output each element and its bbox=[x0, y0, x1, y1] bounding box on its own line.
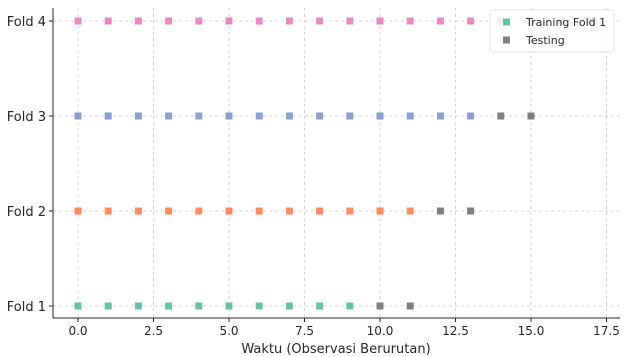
x-tick-label: 5.0 bbox=[219, 324, 238, 338]
training-point bbox=[406, 112, 414, 120]
training-point bbox=[74, 207, 82, 215]
training-point bbox=[406, 17, 414, 25]
training-point bbox=[225, 112, 233, 120]
training-point bbox=[134, 17, 142, 25]
training-point bbox=[104, 302, 112, 310]
training-point bbox=[104, 17, 112, 25]
training-point bbox=[165, 17, 173, 25]
training-point bbox=[195, 207, 203, 215]
y-tick-label: Fold 2 bbox=[7, 205, 46, 220]
legend-marker bbox=[503, 18, 510, 26]
y-tick-label: Fold 4 bbox=[7, 15, 46, 30]
training-point bbox=[165, 207, 173, 215]
training-point bbox=[195, 17, 203, 25]
training-point bbox=[285, 207, 293, 215]
training-point bbox=[316, 17, 324, 25]
training-point bbox=[165, 112, 173, 120]
training-point bbox=[285, 17, 293, 25]
legend-label: Training Fold 1 bbox=[525, 16, 606, 29]
x-tick-label: 17.5 bbox=[593, 324, 620, 338]
y-tick-label: Fold 3 bbox=[7, 110, 46, 125]
training-point bbox=[134, 112, 142, 120]
grid-layer bbox=[53, 8, 620, 318]
testing-point bbox=[497, 112, 505, 120]
training-point bbox=[104, 207, 112, 215]
training-point bbox=[316, 207, 324, 215]
training-point bbox=[436, 112, 444, 120]
training-point bbox=[376, 207, 384, 215]
x-tick-label: 7.5 bbox=[295, 324, 314, 338]
training-point bbox=[74, 17, 82, 25]
training-point bbox=[346, 302, 354, 310]
x-tick-label: 0.0 bbox=[68, 324, 87, 338]
legend-marker bbox=[503, 36, 510, 44]
training-point bbox=[195, 112, 203, 120]
axes-layer bbox=[52, 8, 620, 319]
ticks-layer: 0.0 2.5 5.0 7.5 10.0 12.5 15.0 17.5 Fold 1 Fold 2… bbox=[7, 15, 620, 338]
points-layer bbox=[74, 17, 595, 310]
training-point bbox=[467, 112, 475, 120]
training-point bbox=[346, 17, 354, 25]
training-point bbox=[225, 302, 233, 310]
training-point bbox=[346, 112, 354, 120]
training-point bbox=[195, 302, 203, 310]
training-point bbox=[255, 302, 263, 310]
training-point bbox=[316, 302, 324, 310]
legend-box bbox=[489, 9, 615, 53]
training-point bbox=[285, 302, 293, 310]
training-point bbox=[104, 112, 112, 120]
legend-label: Testing bbox=[525, 34, 565, 47]
training-point bbox=[346, 207, 354, 215]
x-tick-label: 2.5 bbox=[144, 324, 163, 338]
x-tick-label: 12.5 bbox=[442, 324, 469, 338]
training-point bbox=[225, 207, 233, 215]
training-point bbox=[436, 17, 444, 25]
training-point bbox=[134, 302, 142, 310]
training-point bbox=[316, 112, 324, 120]
testing-point bbox=[467, 207, 475, 215]
testing-point bbox=[436, 207, 444, 215]
training-point bbox=[134, 207, 142, 215]
training-point bbox=[255, 17, 263, 25]
training-point bbox=[376, 112, 384, 120]
training-point bbox=[255, 112, 263, 120]
training-point bbox=[255, 207, 263, 215]
testing-point bbox=[376, 302, 384, 310]
training-point bbox=[467, 17, 475, 25]
x-tick-label: 10.0 bbox=[367, 324, 394, 338]
x-axis-title: Waktu (Observasi Berurutan) bbox=[241, 342, 430, 357]
x-tick-label: 15.0 bbox=[518, 324, 545, 338]
training-point bbox=[74, 112, 82, 120]
testing-point bbox=[406, 302, 414, 310]
training-point bbox=[376, 17, 384, 25]
testing-point bbox=[527, 112, 535, 120]
training-point bbox=[285, 112, 293, 120]
training-point bbox=[165, 302, 173, 310]
training-point bbox=[225, 17, 233, 25]
training-point bbox=[406, 207, 414, 215]
training-point bbox=[74, 302, 82, 310]
legend: Training Fold 1 Testing bbox=[489, 9, 615, 53]
y-tick-label: Fold 1 bbox=[7, 300, 46, 315]
